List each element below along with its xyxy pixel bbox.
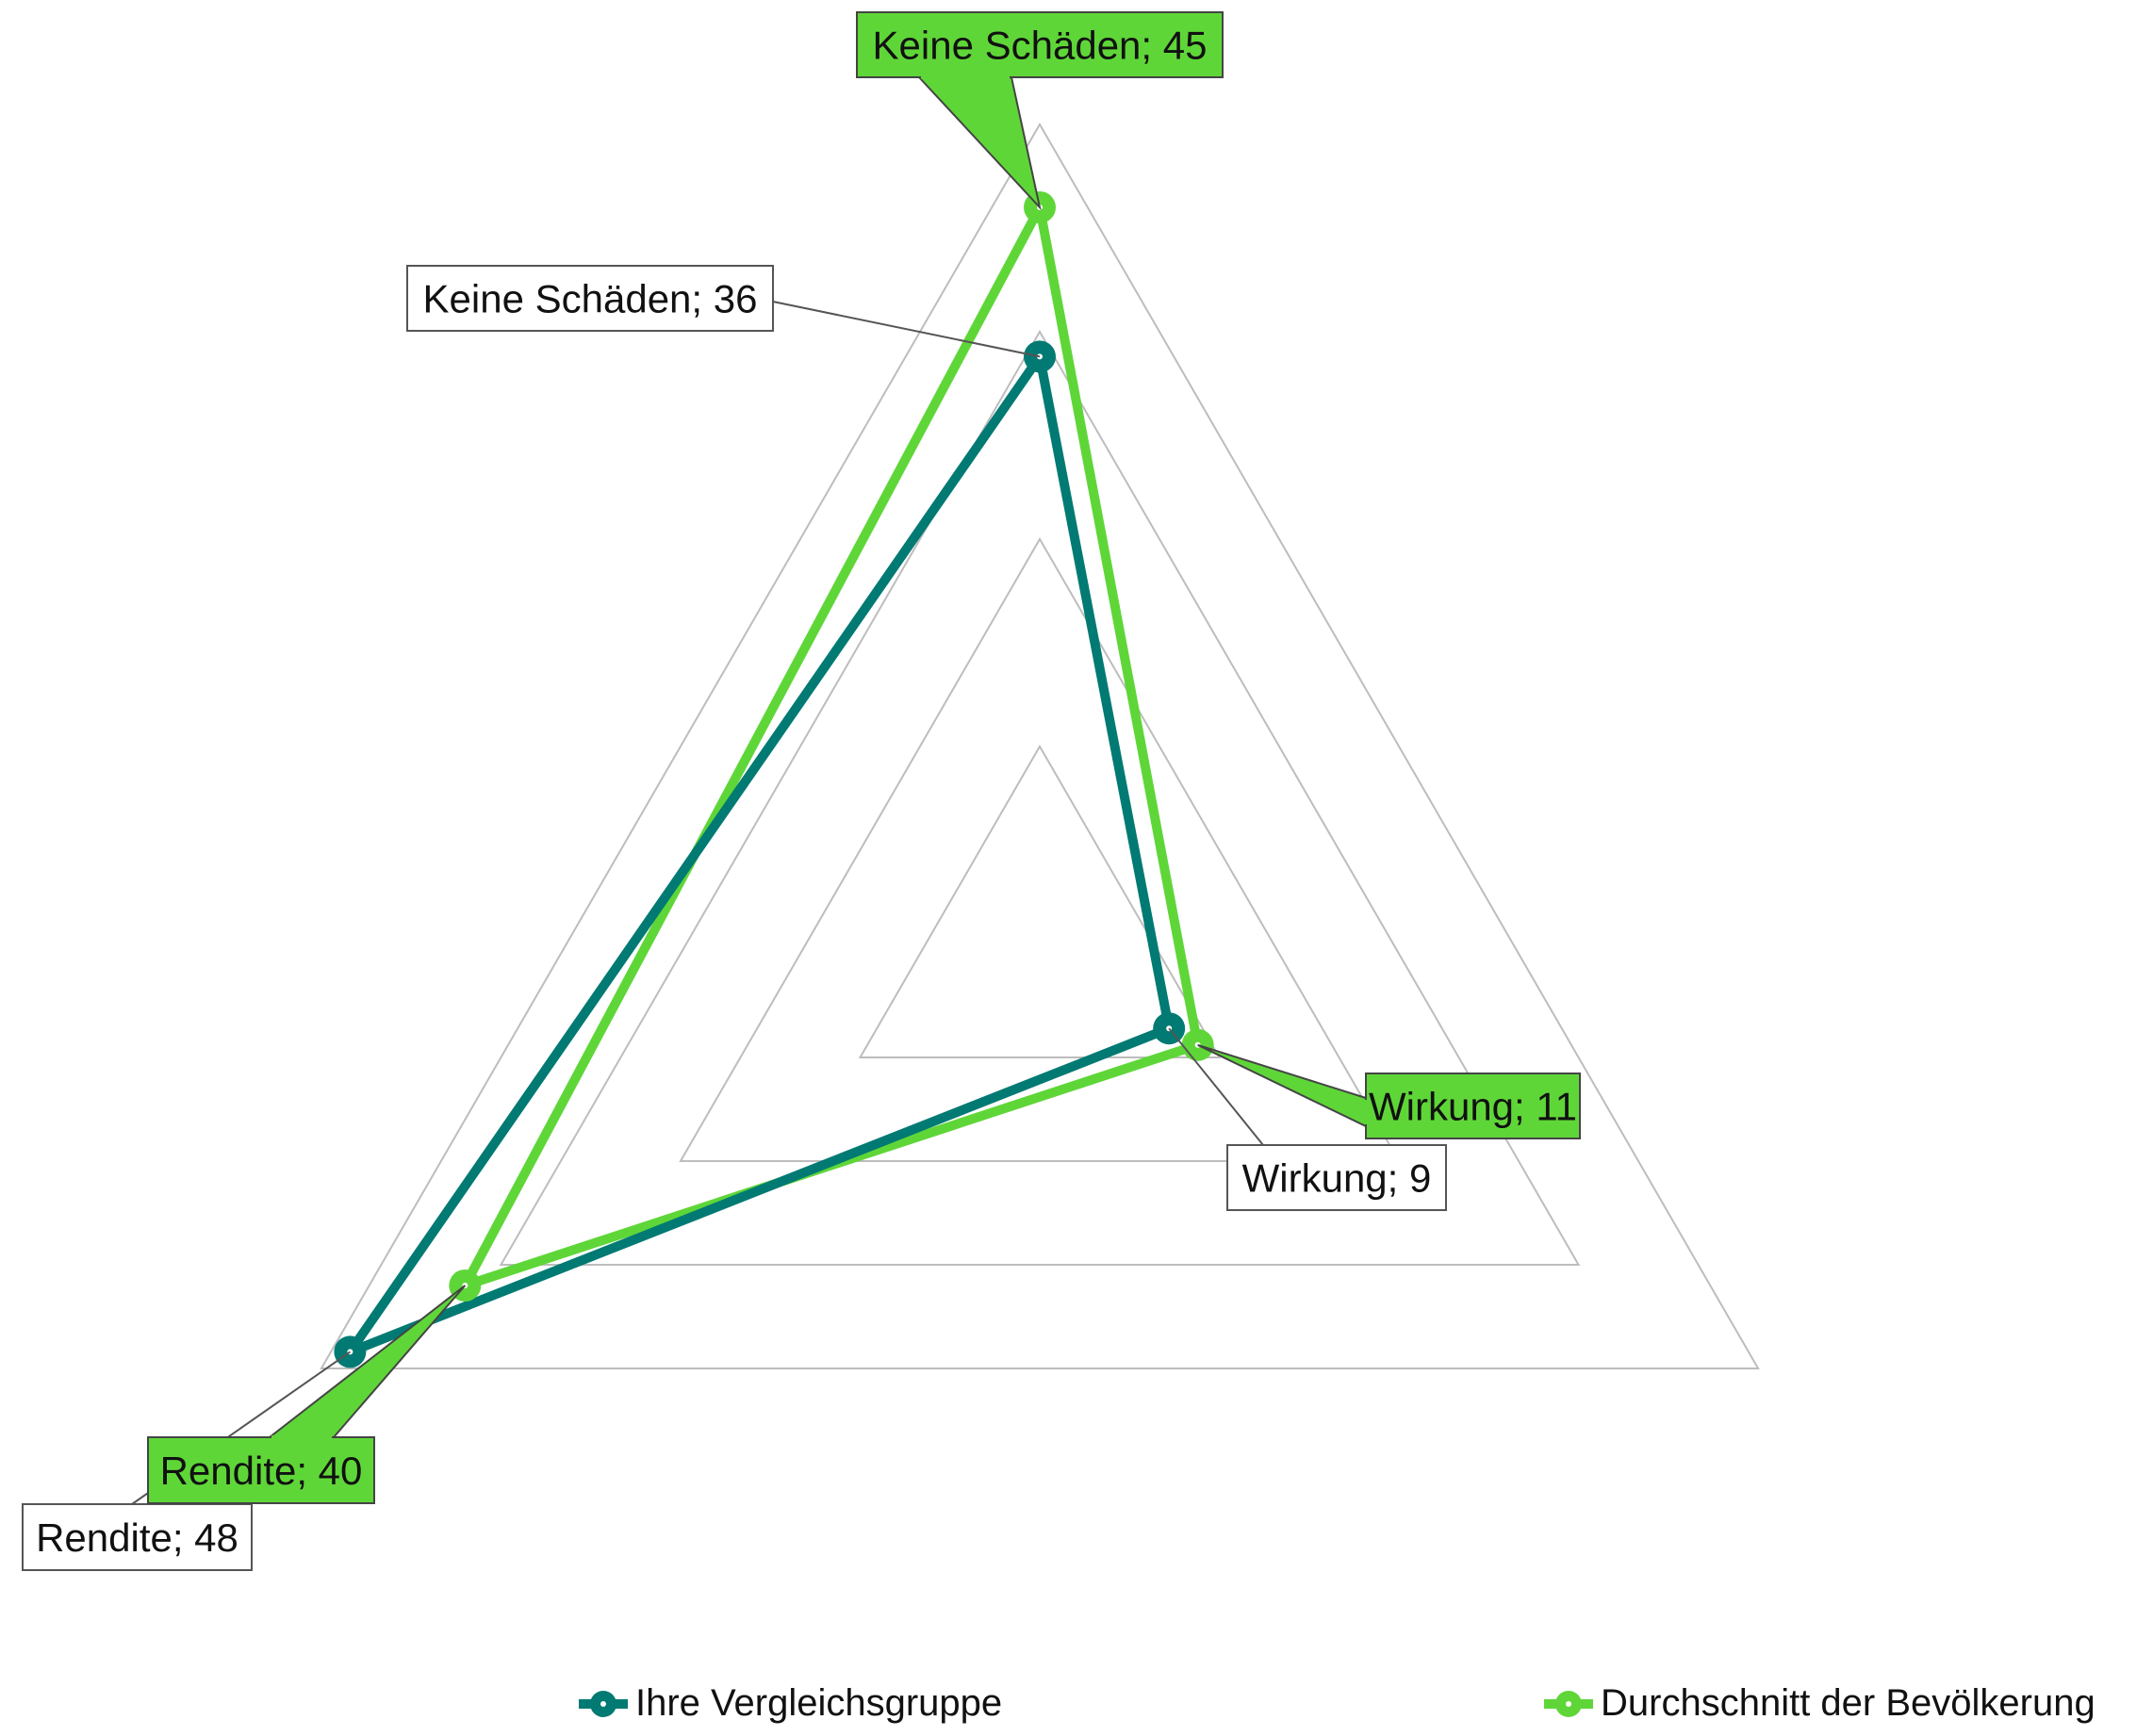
data-label-s1-3: Rendite; 48: [36, 1515, 238, 1560]
radar-grid: [320, 122, 1760, 1369]
callout-tail-s2-3: [267, 1285, 467, 1438]
data-label-s1-1: Keine Schäden; 36: [423, 277, 758, 321]
series-line-2: [460, 203, 1203, 1290]
legend-item-series-2[interactable]: Durchschnitt der Bevölkerung: [1542, 1682, 2095, 1725]
callout-box-s2-2: [1365, 1073, 1581, 1139]
data-label-s2-3: Rendite; 40: [160, 1449, 363, 1493]
callout-box-s1-1: [406, 265, 774, 332]
callout-box-s1-2: [1226, 1144, 1447, 1211]
callout-tail-s2-1: [916, 76, 1042, 211]
grid-ring-3: [499, 330, 1581, 1266]
callout-tail-s2-2: [1197, 1043, 1367, 1128]
data-label-s1-2: Wirkung; 9: [1242, 1156, 1432, 1201]
radar-series: [334, 191, 1214, 1368]
data-label-callouts: Keine Schäden; 36 Wirkung; 9 Rendite; 48 Ke…: [22, 11, 1581, 1571]
legend-label-series-2: Durchschnitt der Bevölkerung: [1601, 1682, 2095, 1724]
grid-ring-4: [320, 122, 1760, 1369]
legend-marker-series-2: [1544, 1690, 1593, 1717]
legend-dot-center-2: [1566, 1700, 1571, 1707]
callout-leader-s1-1: [772, 301, 1041, 358]
data-label-s2-1: Keine Schäden; 45: [873, 24, 1208, 68]
legend-dot-center-1: [600, 1700, 606, 1707]
legend-label-series-1: Ihre Vergleichsgruppe: [635, 1682, 1003, 1724]
callout-leader-s1-2: [1168, 1027, 1264, 1146]
callout-box-s2-3: [147, 1436, 375, 1504]
data-label-s2-2: Wirkung; 11: [1369, 1085, 1577, 1129]
series-line-1: [345, 352, 1175, 1357]
grid-ring-2: [679, 536, 1401, 1162]
callout-box-s1-3: [22, 1503, 253, 1571]
legend-marker-series-1: [579, 1690, 628, 1717]
grid-ring-1: [858, 745, 1222, 1058]
callout-box-s2-1: [856, 11, 1224, 78]
legend-item-series-1[interactable]: Ihre Vergleichsgruppe: [577, 1682, 1002, 1725]
